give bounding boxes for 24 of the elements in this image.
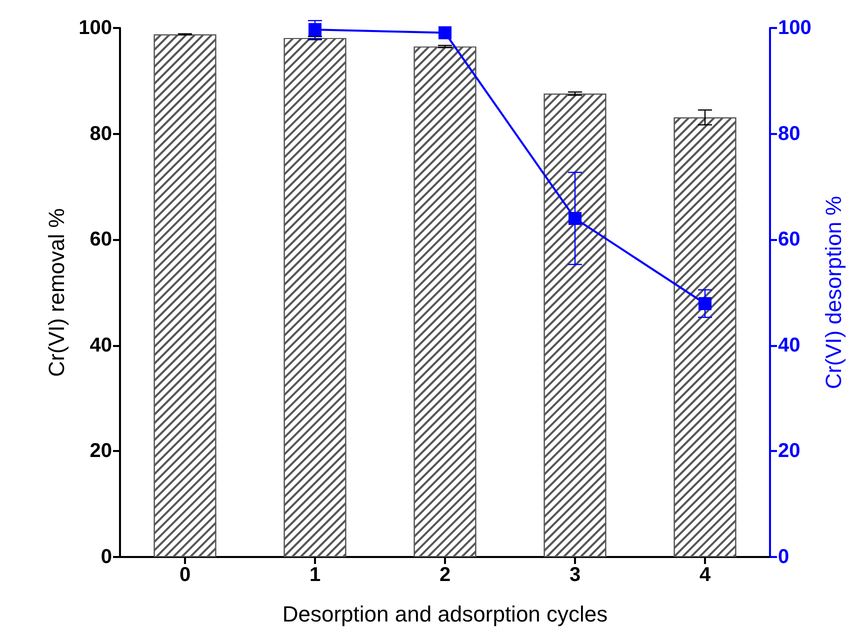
y2-tick-label: 0 xyxy=(778,546,790,568)
y-tick-label: 20 xyxy=(90,440,112,462)
y-axis-title: Cr(VI) removal % xyxy=(44,208,70,377)
point xyxy=(308,23,322,36)
y2-tick-label: 100 xyxy=(778,17,812,39)
x-axis-title: Desorption and adsorption cycles xyxy=(282,602,608,626)
point xyxy=(568,212,582,225)
y-tick-label: 80 xyxy=(90,122,112,145)
x-tick-label: 2 xyxy=(439,564,451,586)
x-tick-label: 4 xyxy=(699,564,712,586)
x-tick-label: 1 xyxy=(309,564,321,586)
y2-tick-label: 20 xyxy=(778,440,800,462)
y-tick-label: 40 xyxy=(90,334,112,356)
y-tick-label: 0 xyxy=(100,546,112,568)
y2-tick-label: 60 xyxy=(778,228,800,251)
x-tick-label: 3 xyxy=(569,564,581,586)
point xyxy=(698,297,712,310)
y2-tick-label: 80 xyxy=(778,122,800,145)
y2-tick-label: 40 xyxy=(778,334,800,356)
y2-axis-title: Cr(VI) desorption % xyxy=(820,196,846,390)
x-tick-label: 0 xyxy=(179,564,191,586)
y-tick-label: 100 xyxy=(78,17,112,39)
point xyxy=(438,26,452,40)
y-tick-label: 60 xyxy=(90,228,112,251)
